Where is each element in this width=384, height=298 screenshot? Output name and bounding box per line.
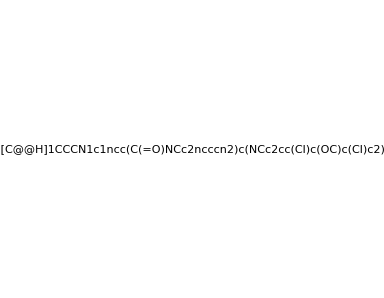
Text: OC[C@@H]1CCCN1c1ncc(C(=O)NCc2ncccn2)c(NCc2cc(Cl)c(OC)c(Cl)c2)n1: OC[C@@H]1CCCN1c1ncc(C(=O)NCc2ncccn2)c(NC… [0,144,384,154]
